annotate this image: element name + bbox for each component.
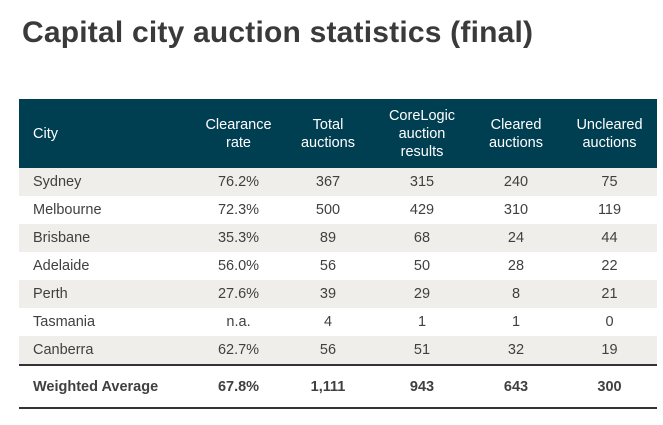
- cell-total-auctions: 367: [282, 168, 374, 196]
- cell-city: Tasmania: [33, 314, 96, 330]
- cell-clearance-rate: 76.2%: [195, 168, 282, 196]
- cell-total-auctions: 56: [319, 258, 337, 274]
- column-header-text: Total: [312, 116, 344, 133]
- total-cell-clearance-rate: 67.8%: [195, 364, 282, 409]
- column-header-text: auctions: [300, 134, 355, 151]
- cell-uncleared-auctions: 19: [562, 336, 657, 365]
- table-row: Adelaide 56.0% 56 50 28 22: [19, 252, 657, 280]
- total-cell-corelogic-auction-results: 943: [374, 364, 470, 409]
- cell-city: Canberra: [19, 336, 195, 365]
- column-header-text: Clearance: [205, 116, 272, 133]
- table-row: Brisbane 35.3% 89 68 24 44: [19, 224, 657, 252]
- column-header-clearance-rate: Clearance rate: [195, 99, 282, 168]
- cell-clearance-rate: 56.0%: [217, 258, 260, 274]
- header-row: City Clearance rate Total auctions CoreLogic a…: [19, 99, 657, 168]
- table-row: Tasmania n.a. 4 1 1 0: [19, 308, 657, 336]
- weighted-average-row: Weighted Average 67.8% 1,111 943 643 300: [19, 364, 657, 409]
- cell-cleared-auctions: 1: [511, 314, 521, 330]
- cell-uncleared-auctions: 119: [597, 202, 622, 218]
- cell-corelogic-auction-results: 50: [413, 258, 431, 274]
- cell-cleared-auctions: 310: [503, 202, 529, 218]
- cell-corelogic-auction-results: 29: [374, 280, 470, 308]
- cell-cleared-auctions: 24: [470, 224, 562, 252]
- cell-city: Melbourne: [33, 202, 102, 218]
- cell-clearance-rate: 72.3%: [217, 202, 260, 218]
- column-header-city: City: [19, 99, 195, 168]
- page-title: Capital city auction statistics (final): [22, 16, 534, 49]
- cell-uncleared-auctions: 44: [562, 224, 657, 252]
- table-row: Sydney 76.2% 367 315 240 75: [19, 168, 657, 196]
- cell-corelogic-auction-results: 51: [374, 336, 470, 365]
- total-cell-total-auctions: 1,111: [282, 364, 374, 409]
- auction-statistics-table: City Clearance rate Total auctions CoreLogic a…: [19, 99, 657, 409]
- cell-cleared-auctions: 32: [470, 336, 562, 365]
- column-header-text: CoreLogic: [388, 107, 456, 124]
- table-row: Perth 27.6% 39 29 8 21: [19, 280, 657, 308]
- cell-total-auctions: 4: [323, 314, 333, 330]
- column-header-text: results: [400, 143, 444, 160]
- column-header-text: Uncleared: [576, 116, 643, 133]
- cell-uncleared-auctions: 0: [605, 314, 614, 330]
- table-row: Melbourne 72.3% 500 429 310 119: [19, 196, 657, 224]
- column-header-text: auctions: [488, 134, 543, 151]
- cell-clearance-rate: 35.3%: [195, 224, 282, 252]
- total-cell-cleared-auctions: 643: [470, 364, 562, 409]
- cell-cleared-auctions: 8: [470, 280, 562, 308]
- column-header-text: City: [33, 125, 58, 142]
- cell-total-auctions: 39: [282, 280, 374, 308]
- total-cell-uncleared-auctions: 300: [562, 364, 657, 409]
- cell-cleared-auctions: 240: [470, 168, 562, 196]
- cell-city: Sydney: [19, 168, 195, 196]
- column-header-text: auction: [398, 125, 446, 142]
- table-row: Canberra 62.7% 56 51 32 19: [19, 336, 657, 365]
- column-header-text: auctions: [582, 134, 637, 151]
- cell-uncleared-auctions: 75: [562, 168, 657, 196]
- cell-total-auctions: 500: [315, 202, 341, 218]
- cell-city: Perth: [19, 280, 195, 308]
- column-header-total-auctions: Total auctions: [282, 99, 374, 168]
- cell-corelogic-auction-results: 68: [374, 224, 470, 252]
- cell-uncleared-auctions: 21: [562, 280, 657, 308]
- cell-corelogic-auction-results: 429: [409, 202, 435, 218]
- cell-corelogic-auction-results: 315: [374, 168, 470, 196]
- total-cell-city: Weighted Average: [19, 364, 195, 409]
- column-header-text: Cleared: [490, 116, 542, 133]
- column-header-uncleared-auctions: Uncleared auctions: [562, 99, 657, 168]
- cell-city: Adelaide: [33, 258, 90, 274]
- column-header-cleared-auctions: Cleared auctions: [470, 99, 562, 168]
- cell-cleared-auctions: 28: [507, 258, 525, 274]
- cell-clearance-rate: n.a.: [226, 314, 251, 330]
- cell-clearance-rate: 62.7%: [195, 336, 282, 365]
- cell-city: Brisbane: [19, 224, 195, 252]
- cell-clearance-rate: 27.6%: [195, 280, 282, 308]
- column-header-text: rate: [226, 134, 251, 151]
- cell-uncleared-auctions: 22: [601, 258, 618, 274]
- column-header-corelogic-auction-results: CoreLogic auction results: [374, 99, 470, 168]
- cell-total-auctions: 56: [282, 336, 374, 365]
- cell-corelogic-auction-results: 1: [417, 314, 427, 330]
- cell-total-auctions: 89: [282, 224, 374, 252]
